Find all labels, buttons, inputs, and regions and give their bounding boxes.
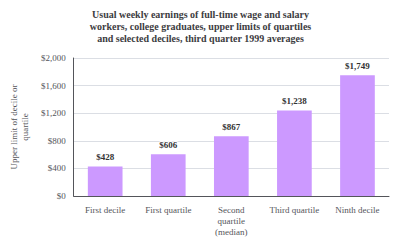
svg-text:quartile: quartile [218,216,246,226]
svg-text:Upper limit of decile or: Upper limit of decile or [9,85,19,170]
svg-text:quartile: quartile [20,113,30,141]
svg-text:$606: $606 [159,140,178,150]
svg-text:First decile: First decile [85,205,125,215]
svg-text:$1,200: $1,200 [41,108,66,118]
svg-text:$1,238: $1,238 [282,96,307,106]
svg-text:(median): (median) [215,227,247,237]
svg-text:$0: $0 [57,191,67,201]
svg-text:workers, college graduates, up: workers, college graduates, upper limits… [90,21,312,32]
svg-text:Usual weekly earnings of full-: Usual weekly earnings of full-time wage … [92,9,309,20]
svg-text:$1,600: $1,600 [41,81,66,91]
svg-text:$428: $428 [96,152,115,162]
svg-text:Ninth decile: Ninth decile [335,205,379,215]
svg-text:$1,749: $1,749 [345,61,370,71]
svg-text:$400: $400 [48,163,67,173]
svg-text:Third quartile: Third quartile [270,205,320,215]
svg-text:$2,000: $2,000 [41,53,66,63]
svg-text:Second: Second [218,205,245,215]
svg-text:First quartile: First quartile [145,205,191,215]
svg-text:and selected deciles, third qu: and selected deciles, third quarter 1999… [97,33,304,44]
svg-text:$867: $867 [222,122,241,132]
svg-text:$800: $800 [48,136,67,146]
